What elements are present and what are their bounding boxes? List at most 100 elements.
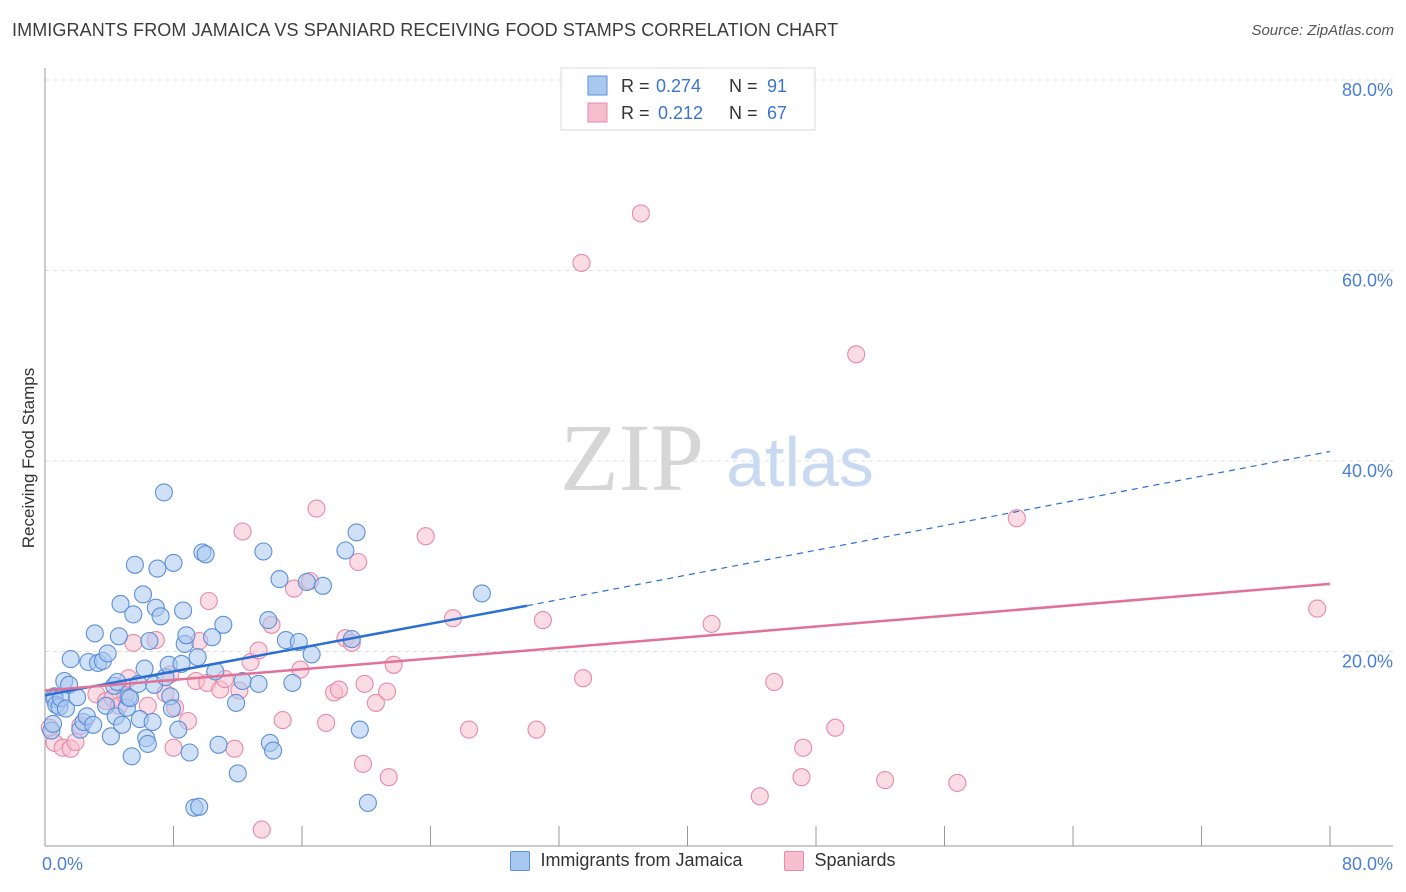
y-tick-label: 80.0% [1342,80,1393,100]
jamaica-point [124,605,143,624]
jamaica-trend-extension [526,450,1331,607]
jamaica-point [283,673,302,692]
jamaica-point [98,644,117,663]
jamaica-point [259,611,278,630]
stats-r-label: R = [621,103,650,123]
spaniard-point [792,768,811,787]
x-tick-label: 0.0% [42,854,83,874]
stats-n-label: N = [729,103,758,123]
spaniard-point [317,713,336,732]
y-axis-label: Receiving Food Stamps [19,368,38,548]
jamaica-point [154,483,173,502]
jamaica-point [336,541,355,560]
watermark-zip: ZIP [560,404,704,511]
spaniard-point [533,611,552,630]
spaniard-point [750,787,769,806]
spaniard-point [631,204,650,223]
legend-swatch-pink [784,850,805,871]
spaniard-point [366,693,385,712]
stats-swatch-pink [587,102,608,123]
stats-r-value: 0.212 [658,103,703,123]
spaniard-point [355,674,374,693]
spaniard-point [252,820,271,839]
jamaica-point [148,559,167,578]
jamaica-point [190,797,209,816]
spaniard-point [847,345,866,364]
jamaica-point [188,648,207,667]
spaniard-point [459,720,479,739]
stats-n-label: N = [729,76,758,96]
bottom-legend: Immigrants from Jamaica Spaniards [0,850,1406,871]
legend-item-jamaica[interactable]: Immigrants from Jamaica [510,850,742,871]
jamaica-point [56,699,75,718]
jamaica-point [122,747,141,766]
jamaica-point [43,714,63,733]
jamaica-point [109,627,128,646]
jamaica-point [111,594,130,613]
jamaica-point [214,615,233,634]
x-tick-label: 80.0% [1342,854,1393,874]
spaniard-point [164,738,183,757]
spaniard-point [1007,509,1026,528]
stats-r-label: R = [621,76,650,96]
watermark-atlas: atlas [726,423,874,501]
jamaica-point [143,712,162,732]
legend-item-spaniards[interactable]: Spaniards [784,850,896,871]
spaniard-point [384,655,403,674]
jamaica-point [297,572,316,592]
axes [44,68,1393,847]
jamaica-point [61,650,80,669]
spaniard-point [199,591,218,611]
spaniard-point [378,682,397,701]
jamaica-point [203,628,222,647]
spaniards-trend-line [44,582,1331,692]
spaniard-point [273,711,292,730]
jamaica-point [84,715,103,734]
jamaica-point [227,693,246,712]
jamaica-point [313,576,332,595]
spaniard-point [225,739,244,758]
spaniard-point [379,768,398,787]
spaniard-point [794,738,813,757]
spaniard-point [416,527,435,546]
jamaica-point [121,689,140,708]
spaniard-point [307,499,326,518]
jamaica-point [125,555,144,574]
y-tick-label: 40.0% [1342,461,1393,481]
jamaica-point [138,734,157,753]
spaniard-point [948,773,967,792]
y-tick-label: 20.0% [1342,652,1393,672]
jamaica-point [133,585,153,604]
spaniard-point [765,672,784,692]
jamaica-point [151,607,170,626]
grid-lines [45,79,1393,652]
legend-label: Immigrants from Jamaica [540,850,743,870]
spaniard-point [826,718,845,737]
spaniard-point [1308,599,1327,618]
watermark: ZIP atlas [560,404,874,511]
jamaica-point [101,727,120,746]
jamaica-point [180,743,199,762]
stats-n-value: 91 [767,76,787,96]
jamaica-point [472,584,491,603]
jamaica-point [264,741,283,760]
stats-swatch-blue [587,75,608,96]
jamaica-point [209,735,228,754]
jamaica-point [254,542,273,561]
legend-label: Spaniards [814,850,896,870]
spaniard-point [353,754,373,773]
spaniard-point [876,771,895,790]
jamaica-trend-line [44,604,528,697]
spaniard-point [572,253,591,272]
spaniard-point [527,720,546,739]
jamaica-point [85,624,104,643]
stats-n-value: 67 [767,103,787,123]
jamaica-point [228,764,247,783]
jamaica-point [249,674,268,693]
jamaica-points [42,483,491,817]
y-tick-label: 60.0% [1342,271,1393,291]
jamaica-point [140,631,159,651]
stats-legend: R = 0.274 N = 91 R = 0.212 N = 67 [560,67,816,131]
legend-swatch-blue [510,850,531,871]
jamaica-point [196,545,215,564]
